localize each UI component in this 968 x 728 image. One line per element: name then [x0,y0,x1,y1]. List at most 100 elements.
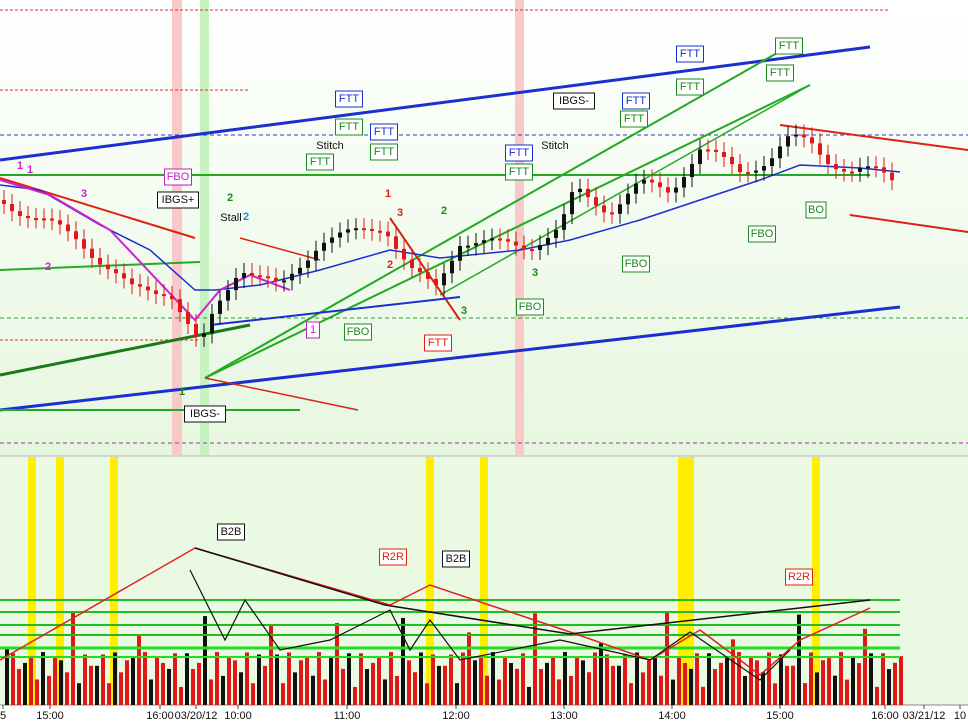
volume-bar [341,668,345,705]
time-label: 03/20/12 [175,710,218,722]
annotation-label: FTT [626,95,646,107]
candle-body [162,294,166,297]
candle-body [290,273,294,281]
volume-bar [47,675,51,705]
candle-body [226,290,230,301]
candle-body [274,277,278,282]
volume-bar [365,669,369,705]
candle-body [354,228,358,231]
annotations: FTT FTT FTT FTT FTT FTT FTT FTT FTT FTT FTT FTT FTT F… [17,37,827,586]
candle-body [538,245,542,250]
candle-body [210,313,214,334]
volume-bar [443,665,447,705]
note: 1 [17,160,23,172]
candle-body [602,205,606,213]
candle-body [866,166,870,169]
volume-bar [653,658,657,705]
volume-bar [23,662,27,705]
candle-body [450,260,454,274]
volume-bar [179,686,183,705]
volume-bar [353,686,357,705]
volume-bar [59,660,63,705]
volume-bar [287,652,291,705]
annotation-label: FBO [519,301,542,313]
candle-body [770,158,774,166]
volume-bar [257,654,261,705]
volume-bars [5,457,903,705]
volume-bar [647,660,651,705]
label-box [676,45,704,63]
volume-bar [605,654,609,705]
volume-bar [239,672,243,705]
note: 2 [227,192,233,204]
candle-body [466,245,470,248]
candle-body [546,237,550,246]
time-label: 10:00 [224,710,252,722]
note: 3 [397,207,403,219]
volume-bar [743,675,747,705]
candle-body [730,156,734,165]
candle-body [370,229,374,232]
volume-bar [551,656,555,705]
candle-body [890,172,894,181]
candle-body [610,212,614,215]
volume-bar [701,686,705,705]
annotation-label: FTT [779,40,799,52]
candle-body [402,248,406,260]
annotation-label: FTT [339,93,359,105]
annotation-label: FTT [509,147,529,159]
time-label: 16:00 [146,710,174,722]
volume-bar [839,652,843,705]
volume-bar [725,656,729,705]
volume-bar [515,668,519,705]
volume-bar [737,652,741,705]
volume-bar [95,665,99,705]
candle-body [522,245,526,250]
volume-bar [305,658,309,705]
volume-bar [665,612,669,705]
time-label: 03/21/12 [903,710,946,722]
volume-bar [155,656,159,705]
volume-bar [761,672,765,705]
volume-bar [329,656,333,705]
label-box [442,550,470,568]
candle-body [506,239,510,242]
annotation-label: FTT [680,48,700,60]
volume-bar [479,658,483,705]
volume-bar [407,660,411,705]
candle-body [10,204,14,212]
volume-bar [269,625,273,705]
highlight-band [28,457,36,705]
candle-body [762,165,766,171]
volume-bar [785,665,789,705]
volume-bar [161,662,165,705]
volume-bar [275,654,279,705]
note: 1 [27,164,33,176]
annotation-label: 1 [310,324,316,336]
volume-bar [197,662,201,705]
label-box [164,168,192,186]
volume-bar [185,653,189,705]
candle-body [386,231,390,237]
candle-body [442,273,446,286]
candle-body [554,229,558,238]
note: Stall [220,212,241,224]
candle-body [322,242,326,251]
candle-body [818,143,822,155]
annotation-label: R2R [382,551,404,563]
candle-body [754,170,758,173]
volume-bar [83,654,87,705]
time-label: 10 [954,710,966,722]
candle-body [562,214,566,230]
volume-bar [575,657,579,705]
highlight-band [426,457,434,705]
candle-body [578,188,582,193]
note: 1 [385,188,391,200]
candle-body [802,134,806,138]
volume-bar [869,653,873,705]
candle-body [186,311,190,324]
time-label: 5 [0,710,6,722]
candle-body [698,149,702,165]
candle-body [722,152,726,157]
